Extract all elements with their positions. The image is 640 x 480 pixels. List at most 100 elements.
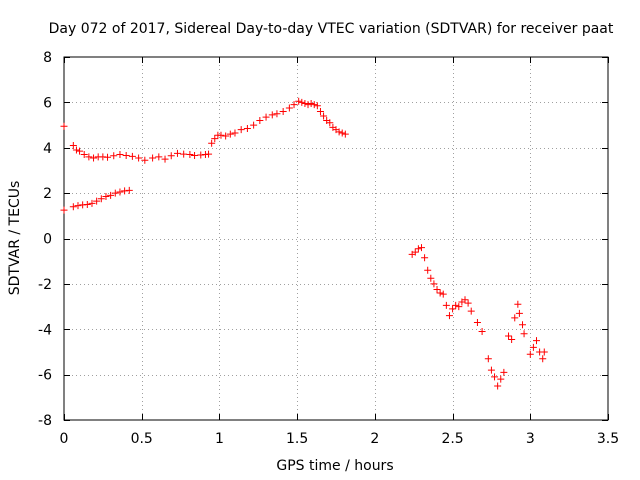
data-point xyxy=(484,355,492,363)
data-point xyxy=(125,186,133,194)
data-point xyxy=(473,318,481,326)
data-point xyxy=(494,382,502,390)
data-point xyxy=(430,280,438,288)
y-tick-label: 8 xyxy=(43,50,52,66)
data-point xyxy=(335,128,343,136)
data-point xyxy=(529,343,537,351)
data-point xyxy=(226,130,234,138)
data-point xyxy=(533,337,541,345)
data-point xyxy=(427,274,435,282)
data-point xyxy=(497,375,505,383)
data-point xyxy=(122,151,130,159)
data-point xyxy=(467,307,475,315)
data-point xyxy=(217,131,225,139)
data-point xyxy=(107,191,115,199)
data-point xyxy=(424,266,432,274)
y-axis-label: SDTVAR / TECUs xyxy=(7,181,23,296)
data-point xyxy=(301,100,309,108)
x-tick-label: 3 xyxy=(526,431,535,447)
data-point xyxy=(222,132,230,140)
y-tick-label: 0 xyxy=(43,232,52,248)
y-tick-label: -2 xyxy=(38,277,52,293)
data-point xyxy=(250,121,258,129)
data-point xyxy=(491,373,499,381)
data-point xyxy=(60,122,68,130)
plot-border xyxy=(63,56,609,421)
data-point xyxy=(69,203,77,211)
data-point xyxy=(526,350,534,358)
x-axis-label: GPS time / hours xyxy=(276,458,393,474)
data-point xyxy=(161,155,169,163)
y-tick-label: -4 xyxy=(38,322,52,338)
data-point xyxy=(455,303,463,311)
data-point xyxy=(307,100,315,108)
data-point xyxy=(93,197,101,205)
data-point xyxy=(326,119,334,127)
data-point xyxy=(116,188,124,196)
data-point xyxy=(231,129,239,137)
data-point xyxy=(417,244,425,252)
data-point xyxy=(514,300,522,308)
data-point xyxy=(290,101,298,109)
data-point xyxy=(421,254,429,262)
data-point xyxy=(256,117,264,125)
data-point xyxy=(338,129,346,137)
data-point xyxy=(320,112,328,120)
data-point xyxy=(180,150,188,158)
data-point xyxy=(515,309,523,317)
data-point xyxy=(83,200,91,208)
data-point xyxy=(519,321,527,329)
data-point xyxy=(191,151,199,159)
data-point xyxy=(500,368,508,376)
data-point xyxy=(110,152,118,160)
y-tick-label: -8 xyxy=(38,413,52,429)
data-point xyxy=(540,348,548,356)
data-point xyxy=(436,289,444,297)
data-point xyxy=(439,290,447,298)
tick-labels: 0 0.5 1 1.5 2 2.5 3 3.5 -8 -6 -4 -2 0 2 4 6 8 xyxy=(38,50,619,447)
data-point xyxy=(442,301,450,309)
data-point xyxy=(135,154,143,162)
data-point xyxy=(268,111,276,119)
data-point xyxy=(304,101,312,109)
data-point xyxy=(74,202,82,210)
data-point xyxy=(433,286,441,294)
data-point xyxy=(341,130,349,138)
data-point xyxy=(262,113,270,121)
data-point xyxy=(316,107,324,115)
x-tick-label: 1 xyxy=(215,431,224,447)
y-tick-label: 2 xyxy=(43,186,52,202)
data-point xyxy=(116,151,124,159)
chart-title: Day 072 of 2017, Sidereal Day-to-day VTE… xyxy=(49,21,614,37)
grid xyxy=(64,57,608,420)
data-point xyxy=(173,149,181,157)
x-tick-label: 3.5 xyxy=(597,431,619,447)
data-point xyxy=(487,366,495,374)
data-point xyxy=(511,314,519,322)
y-tick-label: 4 xyxy=(43,141,52,157)
data-point xyxy=(97,195,105,203)
data-point xyxy=(76,147,84,155)
data-point xyxy=(539,355,547,363)
data-point xyxy=(205,150,213,158)
data-point xyxy=(60,206,68,214)
data-point xyxy=(279,107,287,115)
x-tick-label: 0 xyxy=(60,431,69,447)
data-point xyxy=(478,328,486,336)
data-point xyxy=(273,110,281,118)
data-point xyxy=(464,299,472,307)
data-point xyxy=(237,126,245,134)
data-point xyxy=(310,101,318,109)
data-point xyxy=(414,245,422,253)
data-point xyxy=(104,153,112,161)
data-point xyxy=(211,135,219,143)
data-point xyxy=(149,154,157,162)
data-point xyxy=(69,141,77,149)
ticks xyxy=(64,57,609,421)
data-point xyxy=(285,104,293,112)
data-point xyxy=(128,152,136,160)
data-point xyxy=(72,146,80,154)
data-point xyxy=(88,199,96,207)
data-points xyxy=(60,97,548,390)
data-point xyxy=(505,332,513,340)
